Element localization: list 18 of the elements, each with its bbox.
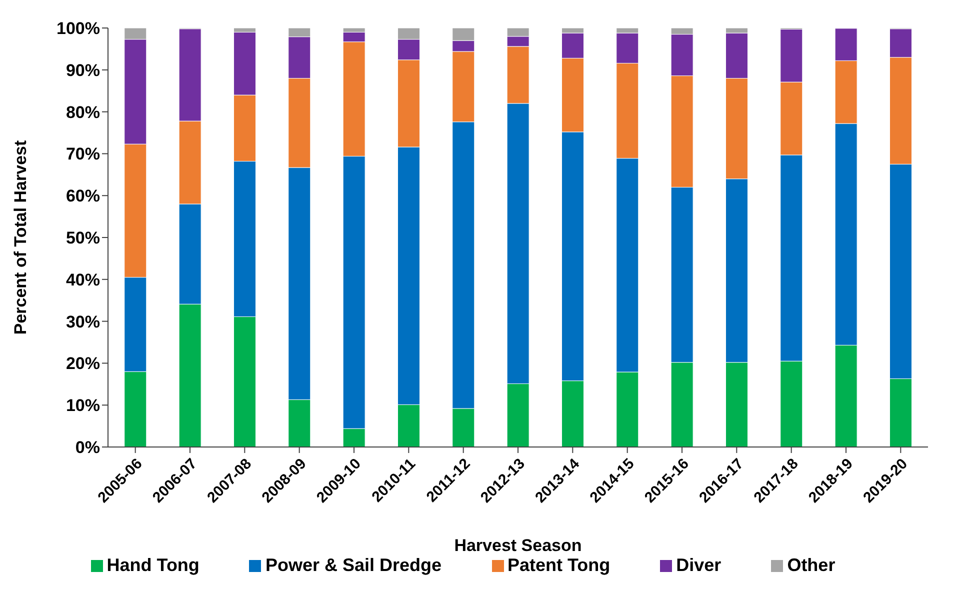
y-tick-label: 70%	[66, 144, 100, 164]
legend-label: Power & Sail Dredge	[265, 555, 442, 575]
y-tick-label: 90%	[66, 60, 100, 80]
legend-label: Patent Tong	[508, 555, 610, 575]
y-tick-label: 0%	[75, 438, 100, 458]
y-axis-title: Percent of Total Harvest	[11, 140, 30, 335]
legend-label: Other	[787, 555, 836, 575]
y-tick-label: 20%	[66, 354, 100, 374]
y-tick-label: 10%	[66, 396, 100, 416]
y-tick-label: 80%	[66, 102, 100, 122]
y-tick-label: 30%	[66, 312, 100, 332]
y-tick-label: 50%	[66, 228, 100, 248]
y-tick-label: 40%	[66, 270, 100, 290]
legend-label: Hand Tong	[106, 555, 200, 575]
x-axis-title: Harvest Season	[454, 536, 582, 555]
y-tick-label: 100%	[56, 19, 100, 38]
y-tick-label: 60%	[66, 186, 100, 206]
legend-label: Diver	[676, 555, 722, 575]
